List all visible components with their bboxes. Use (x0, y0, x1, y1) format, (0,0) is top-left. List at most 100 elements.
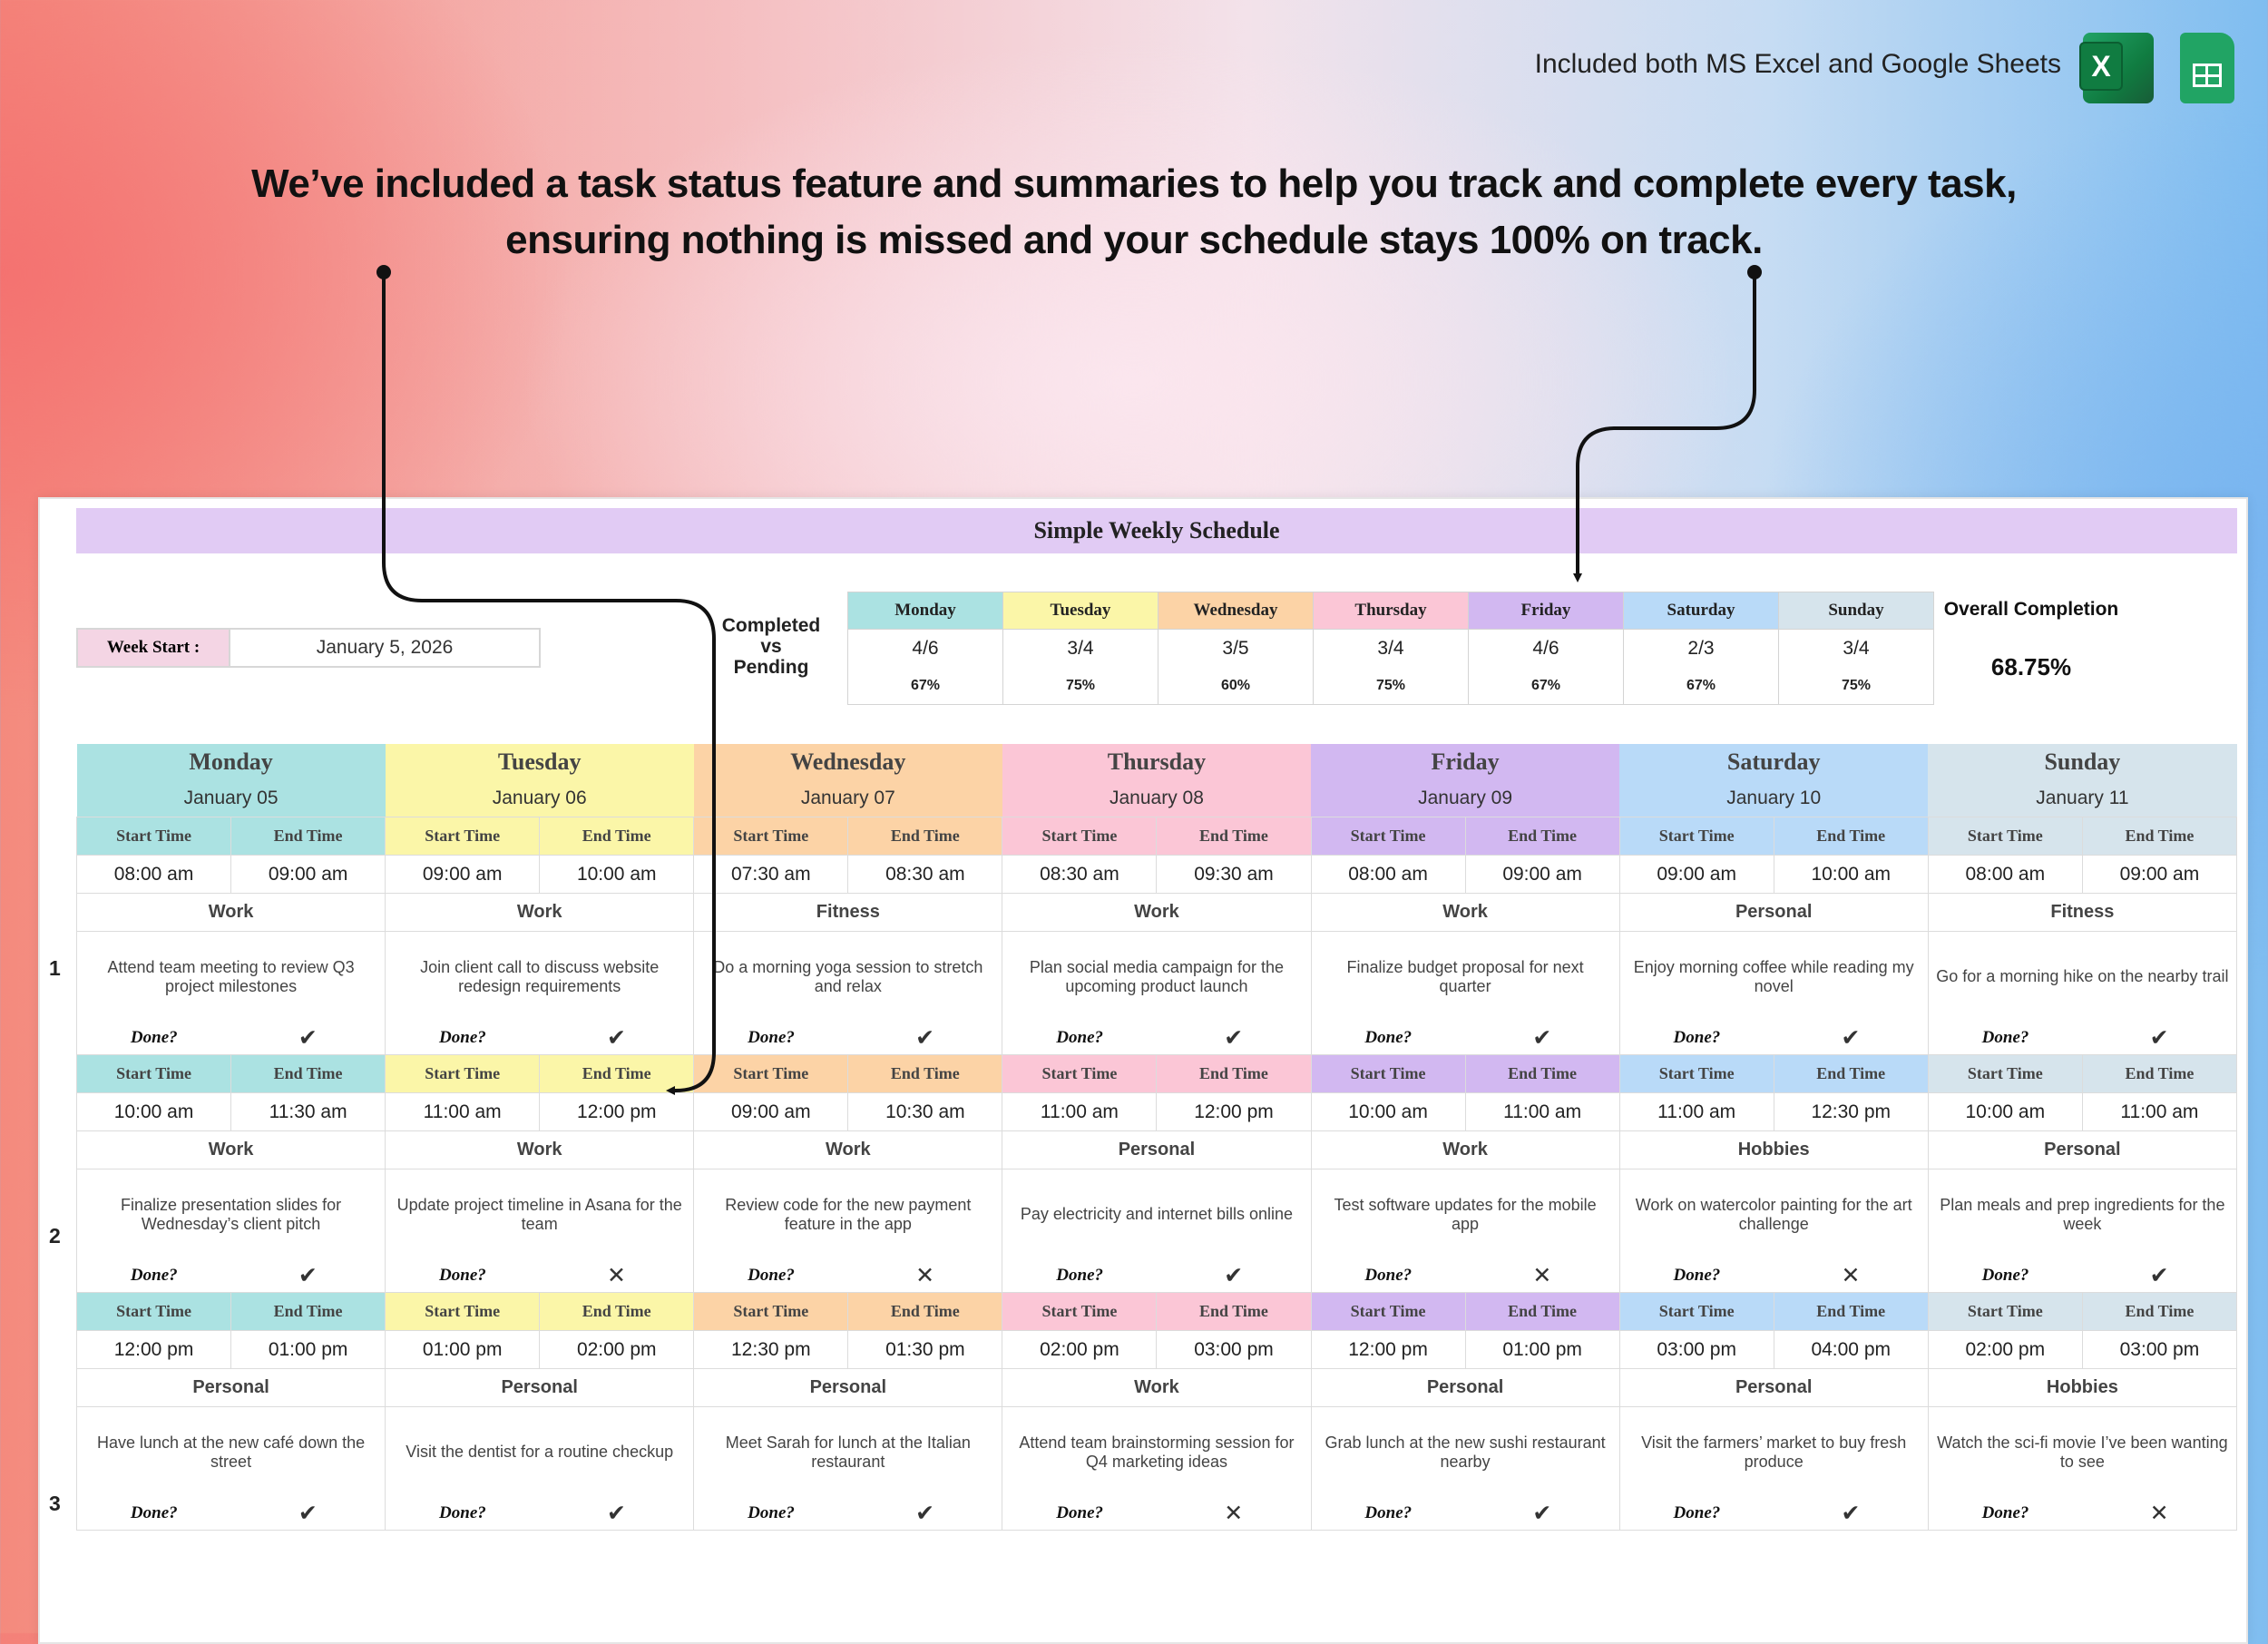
task-description-cell[interactable]: Go for a morning hike on the nearby trai… (1927, 931, 2238, 1022)
category-cell[interactable]: Hobbies (1927, 1368, 2238, 1407)
task-description-cell[interactable]: Watch the sci-fi movie I’ve been wanting… (1927, 1406, 2238, 1497)
start-time-cell[interactable]: 11:00 am (1002, 1092, 1158, 1131)
start-time-cell[interactable]: 11:00 am (1618, 1092, 1774, 1131)
start-time-cell[interactable]: 02:00 pm (1927, 1330, 2083, 1369)
start-time-cell[interactable]: 01:00 pm (385, 1330, 541, 1369)
task-description-cell[interactable]: Plan meals and prep ingredients for the … (1927, 1169, 2238, 1259)
task-description-cell[interactable]: Visit the farmers’ market to buy fresh p… (1618, 1406, 1929, 1497)
start-time-cell[interactable]: 08:00 am (1927, 855, 2083, 894)
category-cell[interactable]: Personal (1927, 1130, 2238, 1169)
start-time-cell[interactable]: 08:30 am (1002, 855, 1158, 894)
end-time-cell[interactable]: 12:30 pm (1773, 1092, 1929, 1131)
start-time-cell[interactable]: 07:30 am (693, 855, 849, 894)
task-description-cell[interactable]: Plan social media campaign for the upcom… (1002, 931, 1312, 1022)
start-time-cell[interactable]: 10:00 am (1310, 1092, 1466, 1131)
category-cell[interactable]: Personal (1002, 1130, 1312, 1169)
category-cell[interactable]: Work (75, 893, 386, 932)
week-start-input[interactable]: January 5, 2026 (316, 637, 454, 658)
done-check-icon[interactable]: ✔ (1774, 1497, 1929, 1531)
end-time-cell[interactable]: 03:00 pm (1156, 1330, 1312, 1369)
task-description-cell[interactable]: Have lunch at the new café down the stre… (75, 1406, 386, 1497)
task-description-cell[interactable]: Review code for the new payment feature … (693, 1169, 1003, 1259)
end-time-cell[interactable]: 02:00 pm (539, 1330, 695, 1369)
done-check-icon[interactable]: ✔ (847, 1497, 1003, 1531)
start-time-cell[interactable]: 09:00 am (693, 1092, 849, 1131)
category-cell[interactable]: Personal (75, 1368, 386, 1407)
end-time-cell[interactable]: 09:00 am (2081, 855, 2238, 894)
not-done-x-icon[interactable]: ✕ (1465, 1259, 1620, 1293)
task-description-cell[interactable]: Attend team brainstorming session for Q4… (1002, 1406, 1312, 1497)
category-cell[interactable]: Work (1310, 1130, 1620, 1169)
end-time-cell[interactable]: 10:00 am (1773, 855, 1929, 894)
done-check-icon[interactable]: ✔ (539, 1497, 695, 1531)
category-cell[interactable]: Personal (1310, 1368, 1620, 1407)
category-cell[interactable]: Fitness (1927, 893, 2238, 932)
done-check-icon[interactable]: ✔ (1774, 1022, 1929, 1055)
start-time-cell[interactable]: 08:00 am (1310, 855, 1466, 894)
category-cell[interactable]: Work (1310, 893, 1620, 932)
start-time-cell[interactable]: 02:00 pm (1002, 1330, 1158, 1369)
task-description-cell[interactable]: Update project timeline in Asana for the… (385, 1169, 695, 1259)
done-check-icon[interactable]: ✔ (230, 1497, 386, 1531)
not-done-x-icon[interactable]: ✕ (2082, 1497, 2238, 1531)
done-check-icon[interactable]: ✔ (2082, 1022, 2238, 1055)
start-time-cell[interactable]: 03:00 pm (1618, 1330, 1774, 1369)
not-done-x-icon[interactable]: ✕ (1774, 1259, 1929, 1293)
end-time-cell[interactable]: 10:00 am (539, 855, 695, 894)
task-description-cell[interactable]: Finalize budget proposal for next quarte… (1310, 931, 1620, 1022)
category-cell[interactable]: Work (385, 1130, 695, 1169)
end-time-cell[interactable]: 11:00 am (1464, 1092, 1620, 1131)
task-description-cell[interactable]: Join client call to discuss website rede… (385, 931, 695, 1022)
category-cell[interactable]: Personal (1618, 893, 1929, 932)
end-time-cell[interactable]: 11:00 am (2081, 1092, 2238, 1131)
category-cell[interactable]: Personal (385, 1368, 695, 1407)
task-description-cell[interactable]: Enjoy morning coffee while reading my no… (1618, 931, 1929, 1022)
end-time-cell[interactable]: 08:30 am (847, 855, 1003, 894)
task-description-cell[interactable]: Do a morning yoga session to stretch and… (693, 931, 1003, 1022)
task-description-cell[interactable]: Visit the dentist for a routine checkup (385, 1406, 695, 1497)
category-cell[interactable]: Work (693, 1130, 1003, 1169)
end-time-cell[interactable]: 04:00 pm (1773, 1330, 1929, 1369)
category-cell[interactable]: Fitness (693, 893, 1003, 932)
category-cell[interactable]: Work (1002, 893, 1312, 932)
done-check-icon[interactable]: ✔ (1156, 1259, 1312, 1293)
start-time-cell[interactable]: 10:00 am (1927, 1092, 2083, 1131)
not-done-x-icon[interactable]: ✕ (1156, 1497, 1312, 1531)
task-description-cell[interactable]: Grab lunch at the new sushi restaurant n… (1310, 1406, 1620, 1497)
end-time-cell[interactable]: 01:00 pm (1464, 1330, 1620, 1369)
end-time-cell[interactable]: 01:30 pm (847, 1330, 1003, 1369)
not-done-x-icon[interactable]: ✕ (847, 1259, 1003, 1293)
end-time-cell[interactable]: 09:30 am (1156, 855, 1312, 894)
category-cell[interactable]: Personal (1618, 1368, 1929, 1407)
start-time-cell[interactable]: 12:30 pm (693, 1330, 849, 1369)
category-cell[interactable]: Personal (693, 1368, 1003, 1407)
task-description-cell[interactable]: Pay electricity and internet bills onlin… (1002, 1169, 1312, 1259)
not-done-x-icon[interactable]: ✕ (539, 1259, 695, 1293)
category-cell[interactable]: Hobbies (1618, 1130, 1929, 1169)
task-description-cell[interactable]: Test software updates for the mobile app (1310, 1169, 1620, 1259)
end-time-cell[interactable]: 12:00 pm (1156, 1092, 1312, 1131)
task-description-cell[interactable]: Finalize presentation slides for Wednesd… (75, 1169, 386, 1259)
task-description-cell[interactable]: Work on watercolor painting for the art … (1618, 1169, 1929, 1259)
end-time-cell[interactable]: 01:00 pm (230, 1330, 386, 1369)
done-check-icon[interactable]: ✔ (1465, 1497, 1620, 1531)
end-time-cell[interactable]: 03:00 pm (2081, 1330, 2238, 1369)
done-check-icon[interactable]: ✔ (2082, 1259, 2238, 1293)
done-check-icon[interactable]: ✔ (847, 1022, 1003, 1055)
start-time-cell[interactable]: 10:00 am (75, 1092, 232, 1131)
end-time-cell[interactable]: 12:00 pm (539, 1092, 695, 1131)
category-cell[interactable]: Work (385, 893, 695, 932)
start-time-cell[interactable]: 09:00 am (385, 855, 541, 894)
start-time-cell[interactable]: 12:00 pm (1310, 1330, 1466, 1369)
start-time-cell[interactable]: 09:00 am (1618, 855, 1774, 894)
category-cell[interactable]: Work (75, 1130, 386, 1169)
end-time-cell[interactable]: 09:00 am (1464, 855, 1620, 894)
category-cell[interactable]: Work (1002, 1368, 1312, 1407)
done-check-icon[interactable]: ✔ (230, 1022, 386, 1055)
task-description-cell[interactable]: Attend team meeting to review Q3 project… (75, 931, 386, 1022)
start-time-cell[interactable]: 11:00 am (385, 1092, 541, 1131)
start-time-cell[interactable]: 08:00 am (75, 855, 232, 894)
done-check-icon[interactable]: ✔ (1156, 1022, 1312, 1055)
end-time-cell[interactable]: 10:30 am (847, 1092, 1003, 1131)
done-check-icon[interactable]: ✔ (539, 1022, 695, 1055)
